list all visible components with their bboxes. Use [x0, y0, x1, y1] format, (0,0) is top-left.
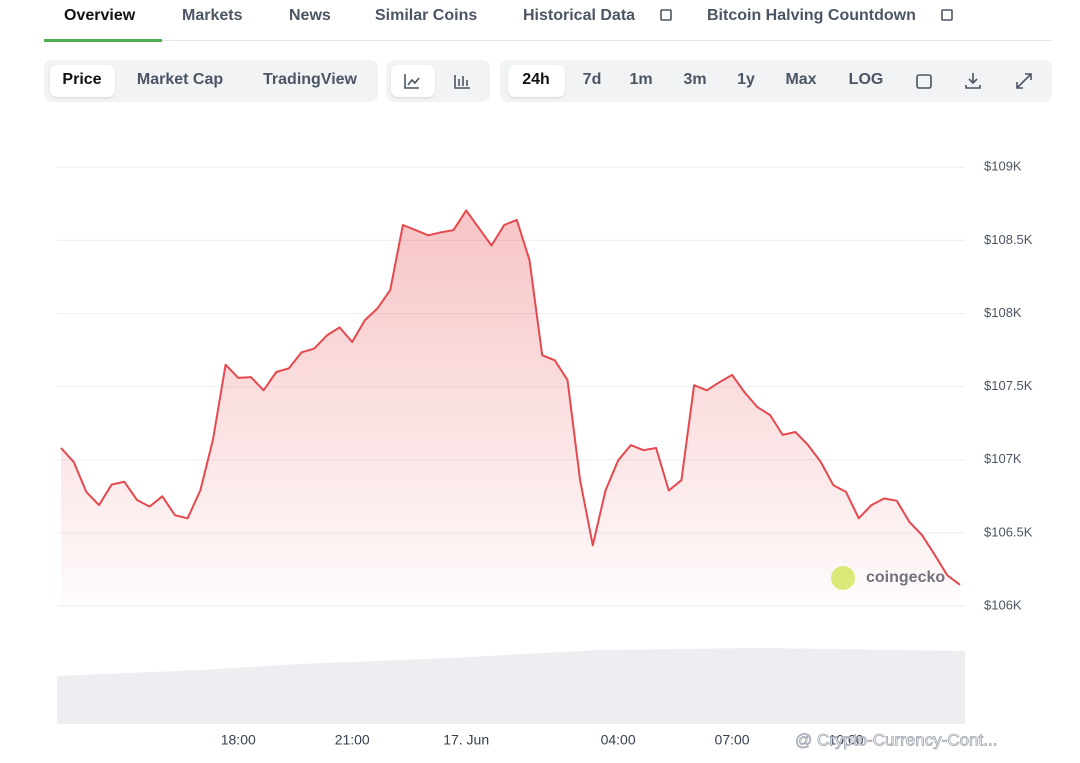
price-line	[60, 209, 961, 586]
range-button[interactable]: Max	[785, 71, 817, 88]
range-button[interactable]: LOG	[848, 71, 884, 88]
tab[interactable]: Historical Data	[523, 7, 636, 24]
range-button[interactable]: 3m	[683, 71, 707, 88]
range-button[interactable]: 7d	[582, 71, 602, 88]
y-tick-label: $109K	[984, 159, 1022, 174]
range-button[interactable]: 1y	[737, 71, 755, 88]
tab[interactable]: Markets	[182, 7, 243, 24]
x-tick-label: 21:00	[335, 732, 370, 748]
selected-pill	[50, 65, 115, 97]
external-icon[interactable]	[941, 9, 953, 21]
tab[interactable]: News	[289, 7, 331, 24]
range-group	[500, 60, 1052, 102]
view-button[interactable]: TradingView	[263, 71, 357, 88]
y-tick-label: $107.5K	[984, 378, 1033, 393]
overlay-text: @ Crypto-Currency-Cont...	[795, 730, 997, 749]
range-button[interactable]: 1m	[629, 71, 653, 88]
y-tick-label: $106.5K	[984, 524, 1033, 539]
x-tick-label: 10:00	[829, 732, 864, 748]
selected-pill	[508, 65, 565, 97]
view-button[interactable]: Price	[62, 71, 102, 88]
tab[interactable]: Similar Coins	[375, 7, 478, 24]
view-button[interactable]: Market Cap	[136, 71, 224, 88]
x-tick-label: 04:00	[601, 732, 636, 748]
fullscreen-icon[interactable]	[1016, 73, 1032, 89]
candle-chart-icon[interactable]	[454, 75, 470, 89]
y-tick-label: $107K	[984, 451, 1022, 466]
active-tab-underline	[44, 39, 162, 42]
x-tick-label: 07:00	[715, 732, 750, 748]
tab[interactable]: Bitcoin Halving Countdown	[707, 7, 916, 24]
tab[interactable]: Overview	[64, 7, 136, 24]
y-tick-label: $106K	[984, 597, 1022, 612]
tab-divider	[44, 40, 1052, 41]
volume-backdrop	[57, 648, 965, 724]
y-tick-label: $108K	[984, 305, 1022, 320]
area-fill	[61, 210, 960, 606]
y-tick-label: $108.5K	[984, 232, 1033, 247]
x-tick-label: 17. Jun	[443, 732, 489, 748]
calendar-icon[interactable]	[916, 74, 932, 89]
external-icon[interactable]	[660, 9, 672, 21]
line-chart-icon[interactable]	[404, 74, 420, 89]
icons	[404, 9, 1032, 89]
x-tick-label: 18:00	[221, 732, 256, 748]
download-icon[interactable]	[965, 73, 981, 89]
range-button[interactable]: 24h	[522, 71, 550, 88]
